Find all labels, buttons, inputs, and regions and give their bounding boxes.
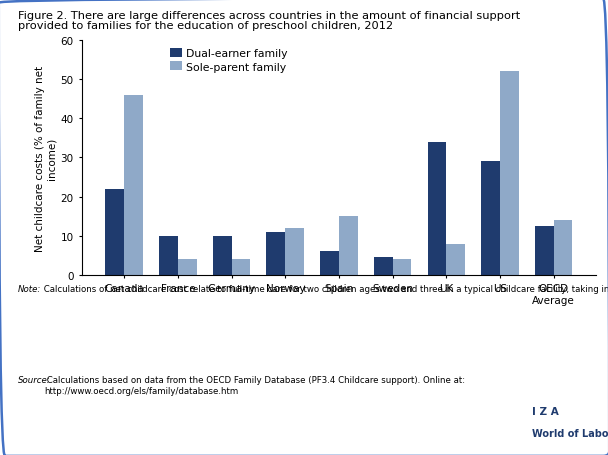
Bar [232,260,250,275]
Bar [481,162,500,275]
Bar [374,258,393,275]
Text: Figure 2. There are large differences across countries in the amount of financia: Figure 2. There are large differences ac… [18,11,520,21]
Text: Calculations based on data from the OECD Family Database (PF3.4 Childcare suppor: Calculations based on data from the OECD… [44,375,465,395]
Bar [285,228,304,275]
Bar [159,236,178,275]
Bar [500,72,519,275]
Bar [124,96,143,275]
Bar [178,260,197,275]
Legend: Dual-earner family, Sole-parent family: Dual-earner family, Sole-parent family [170,49,288,72]
Bar [105,189,124,275]
Bar [535,227,554,275]
Text: Source:: Source: [18,375,51,384]
Bar [213,236,232,275]
Bar [320,252,339,275]
Bar [339,217,358,275]
Text: Calculations of net childcare cost relate to full-time care for two children age: Calculations of net childcare cost relat… [41,284,608,293]
Bar [554,221,573,275]
Text: Note:: Note: [18,284,41,293]
Text: provided to families for the education of preschool children, 2012: provided to families for the education o… [18,21,393,31]
Bar [446,244,465,275]
Text: World of Labor: World of Labor [532,428,608,438]
Bar [427,142,446,275]
Bar [266,233,285,275]
Y-axis label: Net childcare costs (% of family net
income): Net childcare costs (% of family net inc… [35,65,57,251]
Text: I Z A: I Z A [532,406,559,416]
Bar [393,260,412,275]
